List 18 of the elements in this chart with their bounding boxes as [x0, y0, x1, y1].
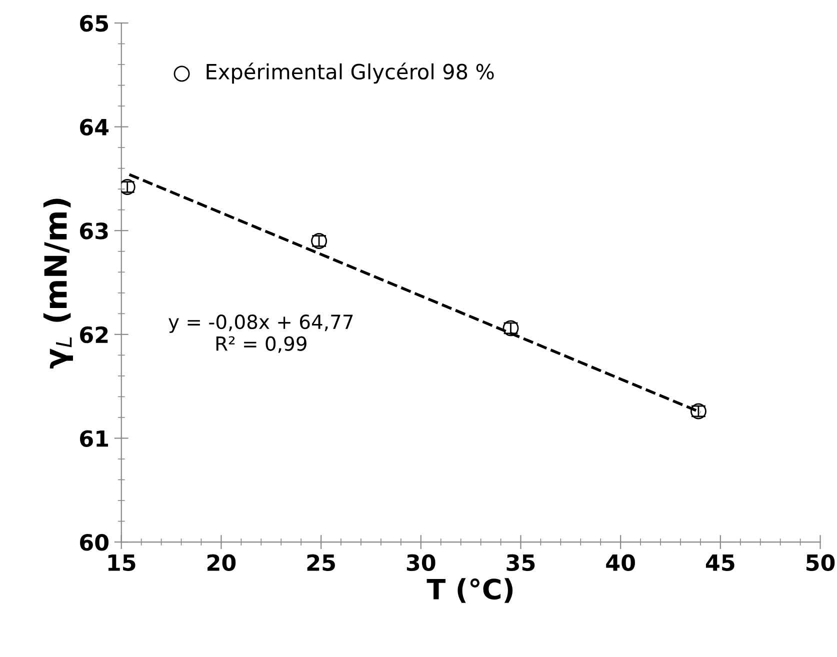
y-tick-label: 62: [80, 326, 108, 344]
x-tick-label: 30: [406, 554, 436, 572]
y-tick-label: 61: [80, 430, 108, 447]
x-tick-label: 25: [307, 554, 335, 572]
x-tick-label: 50: [806, 554, 835, 572]
y-tick-label: 60: [80, 534, 108, 551]
x-axis-title: T (°C): [426, 578, 513, 603]
y-axis-title: γ$_{L}$ (mN/m): [43, 198, 73, 369]
y-tick-label: 64: [80, 118, 109, 136]
annotation: y = -0,08x + 64,77 R² = 0,99: [168, 314, 353, 353]
x-tick-label: 15: [108, 554, 136, 572]
y-tick-label: 65: [80, 14, 108, 32]
x-tick-label: 45: [706, 554, 734, 572]
x-tick-label: 40: [606, 554, 635, 572]
y-tick-label: 63: [80, 222, 108, 240]
x-tick-label: 35: [506, 554, 535, 572]
legend-label: Expérimental Glycérol 98 %: [206, 62, 494, 84]
x-tick-label: 20: [208, 554, 236, 572]
